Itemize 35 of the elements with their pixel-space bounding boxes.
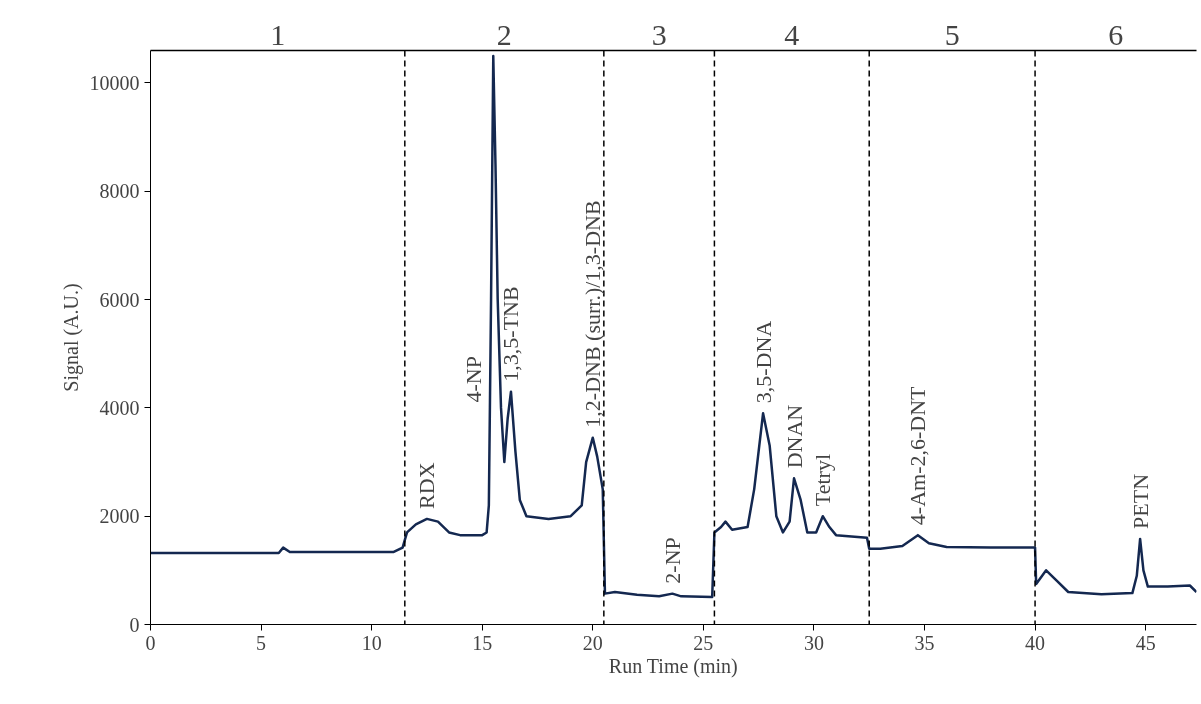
x-tick-label: 5 xyxy=(256,631,267,654)
annotation: 3 xyxy=(651,17,667,51)
annotation: 4-Am-2,6-DNT xyxy=(905,385,931,526)
y-axis-title: Signal (A.U.) xyxy=(59,283,83,392)
annotation: 4-NP xyxy=(461,356,487,403)
annotation: 3,5-DNA xyxy=(750,320,776,404)
annotation: RDX xyxy=(414,462,440,509)
annotation: 1,3,5-TNB xyxy=(498,286,524,382)
x-tick-label: 30 xyxy=(803,631,824,654)
line-series xyxy=(150,54,1197,599)
annotation: 4 xyxy=(784,17,800,51)
annotation: PETN xyxy=(1127,473,1153,529)
y-tick-label: 0 xyxy=(129,613,140,636)
x-tick-label: 15 xyxy=(472,631,493,654)
y-tick-label: 2000 xyxy=(99,505,140,528)
x-tick-label: 40 xyxy=(1025,631,1046,654)
annotation: 1 xyxy=(270,17,286,51)
annotation: 2 xyxy=(496,17,512,51)
annotation: 5 xyxy=(944,17,960,51)
annotation: 1,2-DNB (surr.)/1,3-DNB xyxy=(580,200,606,428)
x-tick-label: 25 xyxy=(693,631,714,654)
x-tick-label: 45 xyxy=(1135,631,1156,654)
y-tick-label: 8000 xyxy=(99,180,140,203)
annotation: DNAN xyxy=(781,404,807,469)
y-tick-label: 4000 xyxy=(99,396,140,419)
y-tick-label: 6000 xyxy=(99,288,140,311)
x-tick-label: 20 xyxy=(582,631,603,654)
annotation: 6 xyxy=(1108,17,1124,51)
x-tick-label: 0 xyxy=(145,631,156,654)
annotation: 2-NP xyxy=(659,537,685,584)
x-tick-label: 10 xyxy=(361,631,382,654)
annotation: Tetryl xyxy=(810,453,836,507)
x-tick-label: 35 xyxy=(914,631,935,654)
x-axis-title: Run Time (min) xyxy=(608,654,738,678)
y-tick-label: 10000 xyxy=(89,71,140,94)
